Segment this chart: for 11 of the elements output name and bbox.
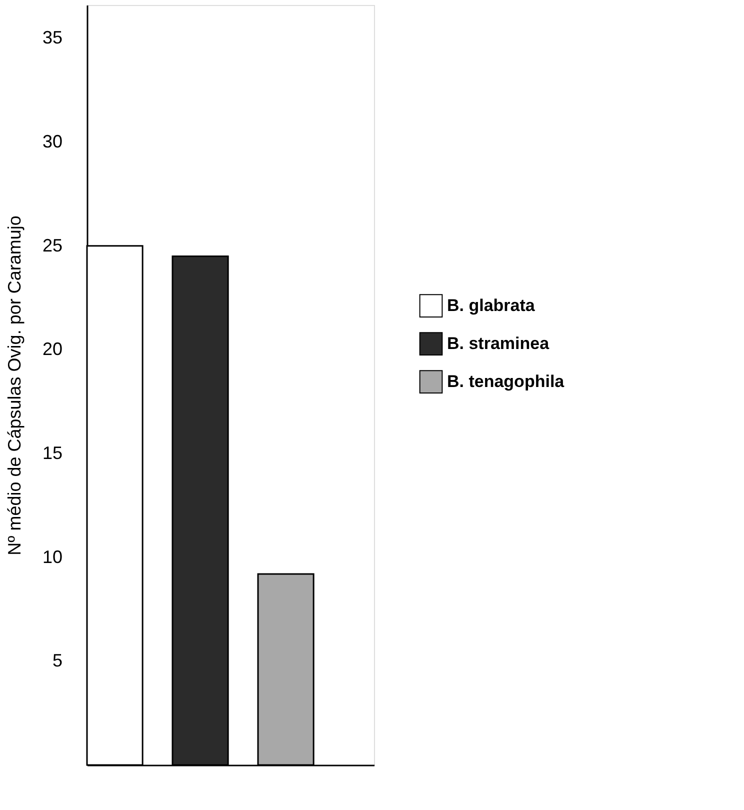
y-axis-title: Nº médio de Cápsulas Ovig. por Caramujo — [4, 216, 24, 556]
legend-label: B. tenagophila — [447, 372, 565, 391]
y-tick-label: 25 — [42, 235, 62, 256]
legend-label: B. straminea — [447, 334, 550, 353]
y-tick-label: 15 — [42, 443, 62, 464]
y-tick-label: 20 — [42, 339, 62, 360]
y-tick-label: 30 — [42, 132, 62, 152]
y-tick-label: 5 — [52, 650, 62, 671]
y-tick-label: 10 — [42, 546, 62, 567]
legend-label: B. glabrata — [447, 296, 536, 315]
y-tick-label: 35 — [42, 28, 62, 48]
